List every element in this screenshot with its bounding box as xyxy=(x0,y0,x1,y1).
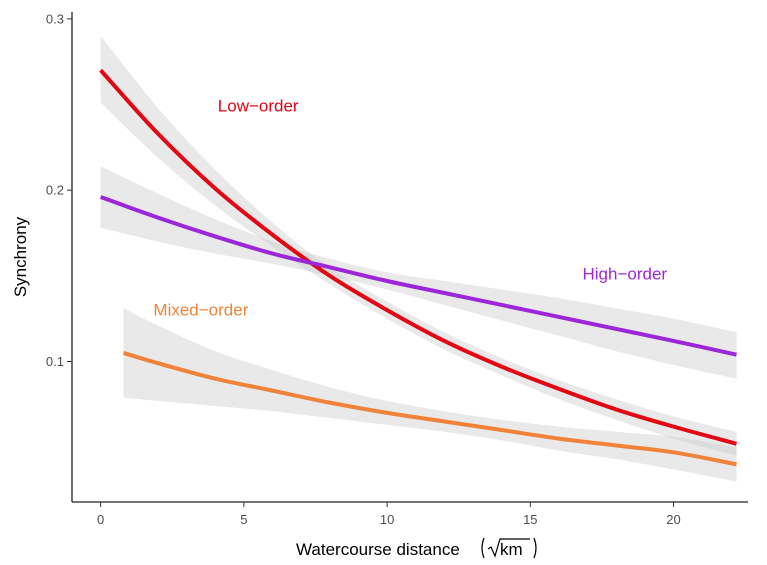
y-tick-label: 0.3 xyxy=(46,11,64,26)
series-label-2: High−order xyxy=(583,264,668,283)
x-tick-label: 20 xyxy=(666,512,680,527)
confidence-band-2 xyxy=(100,166,737,379)
y-tick-label: 0.2 xyxy=(46,183,64,198)
series-label-1: Low−order xyxy=(218,96,299,115)
x-axis-title: Watercourse distance xyxy=(296,540,460,559)
x-axis-title-unit: km xyxy=(500,540,523,559)
x-tick-label: 15 xyxy=(523,512,537,527)
y-axis-title: Synchrony xyxy=(11,216,30,297)
x-axis-ticks: 0 5 10 15 20 xyxy=(97,502,681,527)
series-line-2 xyxy=(99,195,737,357)
confidence-band-3 xyxy=(123,308,737,482)
confidence-bands xyxy=(100,35,737,482)
x-tick-label: 10 xyxy=(380,512,394,527)
series-labels: Low−order High−order Mixed−order xyxy=(153,96,667,319)
series-line-3 xyxy=(122,351,737,467)
x-tick-label: 0 xyxy=(97,512,104,527)
series-lines xyxy=(99,68,738,467)
y-axis-ticks: 0.1 0.2 0.3 xyxy=(46,11,72,369)
series-line-1 xyxy=(99,68,738,446)
x-tick-label: 5 xyxy=(240,512,247,527)
series-label-3: Mixed−order xyxy=(153,300,248,319)
sqrt-symbol-icon xyxy=(481,537,537,559)
y-tick-label: 0.1 xyxy=(46,354,64,369)
x-axis-title-text: Watercourse distance xyxy=(296,540,460,559)
